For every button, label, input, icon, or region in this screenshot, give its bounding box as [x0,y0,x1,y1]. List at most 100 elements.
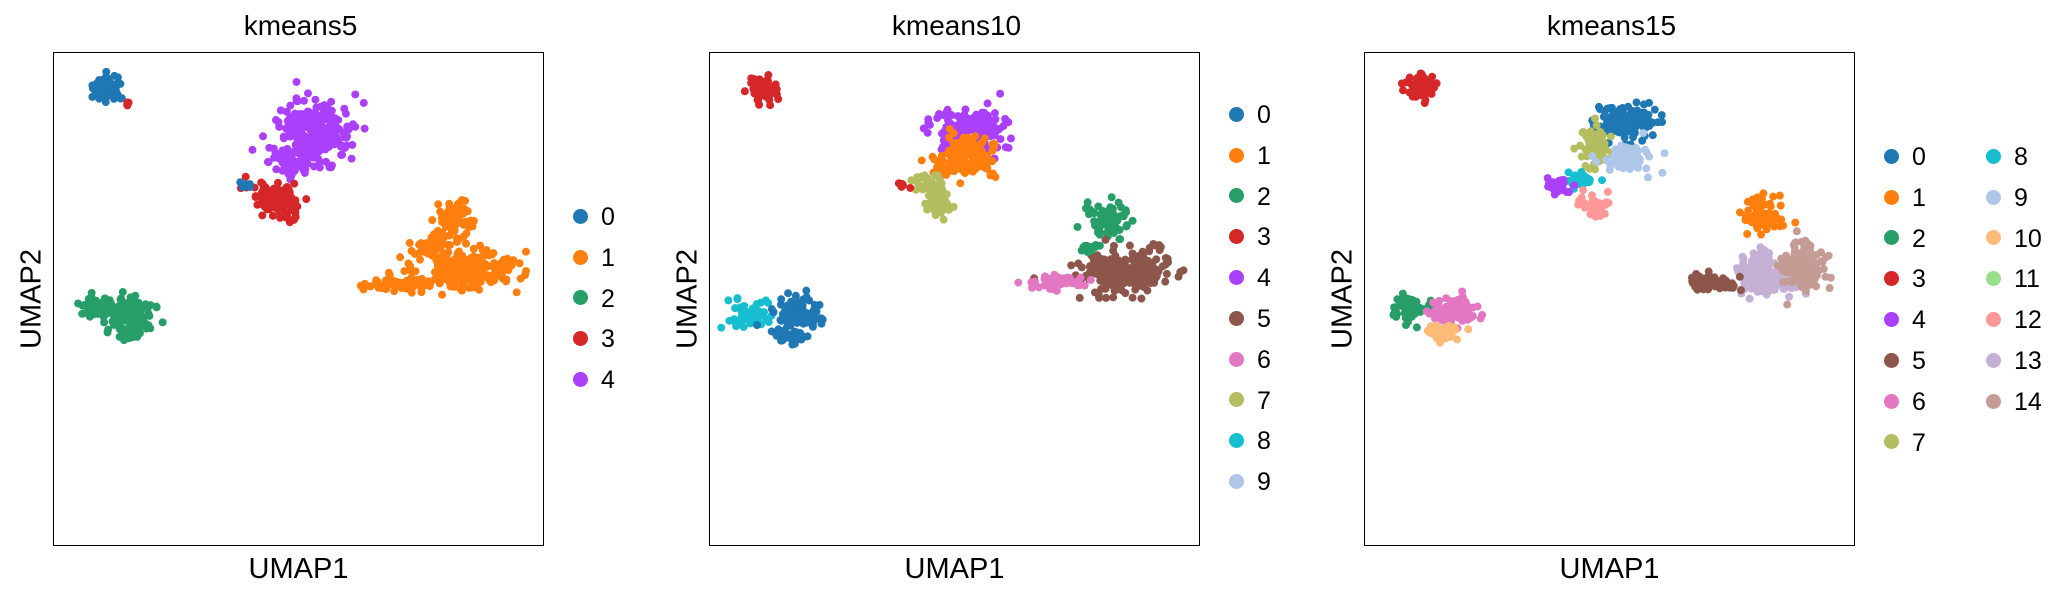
scatter-point [975,159,984,168]
scatter-point [521,247,530,256]
scatter-point [1800,242,1809,251]
cluster-5-points [1687,267,1745,295]
plot-area [53,52,544,546]
scatter-point [1598,176,1607,185]
scatter-point [453,200,462,209]
scatter-point [1065,274,1074,282]
legend-item: 9 [1986,183,2028,213]
scatter-point [1705,271,1714,280]
legend-item: 5 [1884,346,1926,376]
scatter-point [1776,201,1785,210]
scatter-point [1123,221,1131,230]
legend-marker [1229,147,1244,163]
x-axis-label: UMAP1 [248,553,349,585]
scatter-point [296,122,305,130]
scatter-point [1570,181,1579,190]
scatter-point [315,163,324,172]
legend-item: 2 [1229,182,1271,212]
scatter-point [793,311,802,320]
scatter-point [1435,296,1444,305]
scatter-point [784,289,793,298]
scatter-point [299,145,308,154]
scatter-point [302,160,311,169]
scatter-point [1458,292,1467,301]
scatter-point [1596,127,1605,136]
cluster-7-points [1570,114,1616,174]
cluster-10-points [1423,321,1473,347]
scatter-point [1129,263,1138,272]
scatter-point [1807,256,1816,265]
legend-label: 10 [2014,224,2042,253]
cluster-1-points [428,196,478,243]
scatter-point [311,95,320,104]
scatter-point [944,108,953,117]
scatter-point [753,321,761,330]
scatter-point [111,80,120,89]
scatter-point [1118,211,1127,220]
legend-label: 13 [2014,347,2042,375]
legend-item: 7 [1229,386,1271,416]
scatter-point [302,195,311,204]
scatter-point [1399,86,1408,95]
scatter-point [1751,271,1760,280]
scatter-point [87,294,96,302]
scatter-point [407,247,416,255]
scatter-point [1430,310,1439,319]
scatter-point [930,155,939,164]
scatter-point [743,311,752,320]
scatter-point [943,116,952,125]
legend-item: 2 [573,284,615,314]
scatter-point [463,207,472,216]
scatter-point [433,244,442,253]
scatter-point [1030,277,1039,286]
scatter-point [434,200,443,209]
scatter-point [1658,118,1667,127]
scatter-point [1427,323,1436,332]
scatter-point [962,159,971,168]
legend-marker [1986,312,2001,328]
scatter-point [297,136,306,145]
scatter-point [1660,149,1669,158]
scatter-point [116,94,125,103]
scatter-point [134,313,143,322]
scatter-point [327,120,336,129]
legend-item: 3 [1884,264,1926,294]
scatter-point [457,286,466,295]
scatter-point [980,124,989,133]
cluster-0-points [772,326,806,349]
legend-marker [1986,352,2001,368]
scatter-point [1115,273,1124,282]
scatter-point [295,110,304,119]
legend-item: 4 [1229,263,1271,293]
scatter-point [400,267,409,276]
scatter-point [991,115,1000,124]
scatter-point [343,132,352,141]
scatter-point [1137,274,1146,283]
scatter-point [791,291,800,300]
scatter-point [1572,172,1581,181]
scatter-point [1570,144,1579,153]
scatter-point [956,179,965,188]
scatter-point [1767,268,1776,276]
scatter-point [1091,268,1100,277]
scatter-point [777,295,786,304]
scatter-point [292,78,301,86]
scatter-point [924,115,933,124]
scatter-point [1766,202,1775,211]
scatter-point [1746,277,1755,286]
scatter-point [327,161,336,170]
scatter-point [1076,273,1085,282]
scatter-point [253,200,262,209]
scatter-point [1116,257,1125,266]
scatter-point [1773,261,1782,270]
scatter-point [1086,275,1095,284]
scatter-point [961,114,970,123]
scatter-point [88,92,97,101]
scatter-point [1073,223,1082,231]
scatter-point [1639,129,1648,138]
legend-label: 8 [1257,427,1271,456]
scatter-point [512,288,521,297]
scatter-point [115,332,124,341]
scatter-point [968,167,977,176]
legend-label: 8 [2014,143,2028,171]
